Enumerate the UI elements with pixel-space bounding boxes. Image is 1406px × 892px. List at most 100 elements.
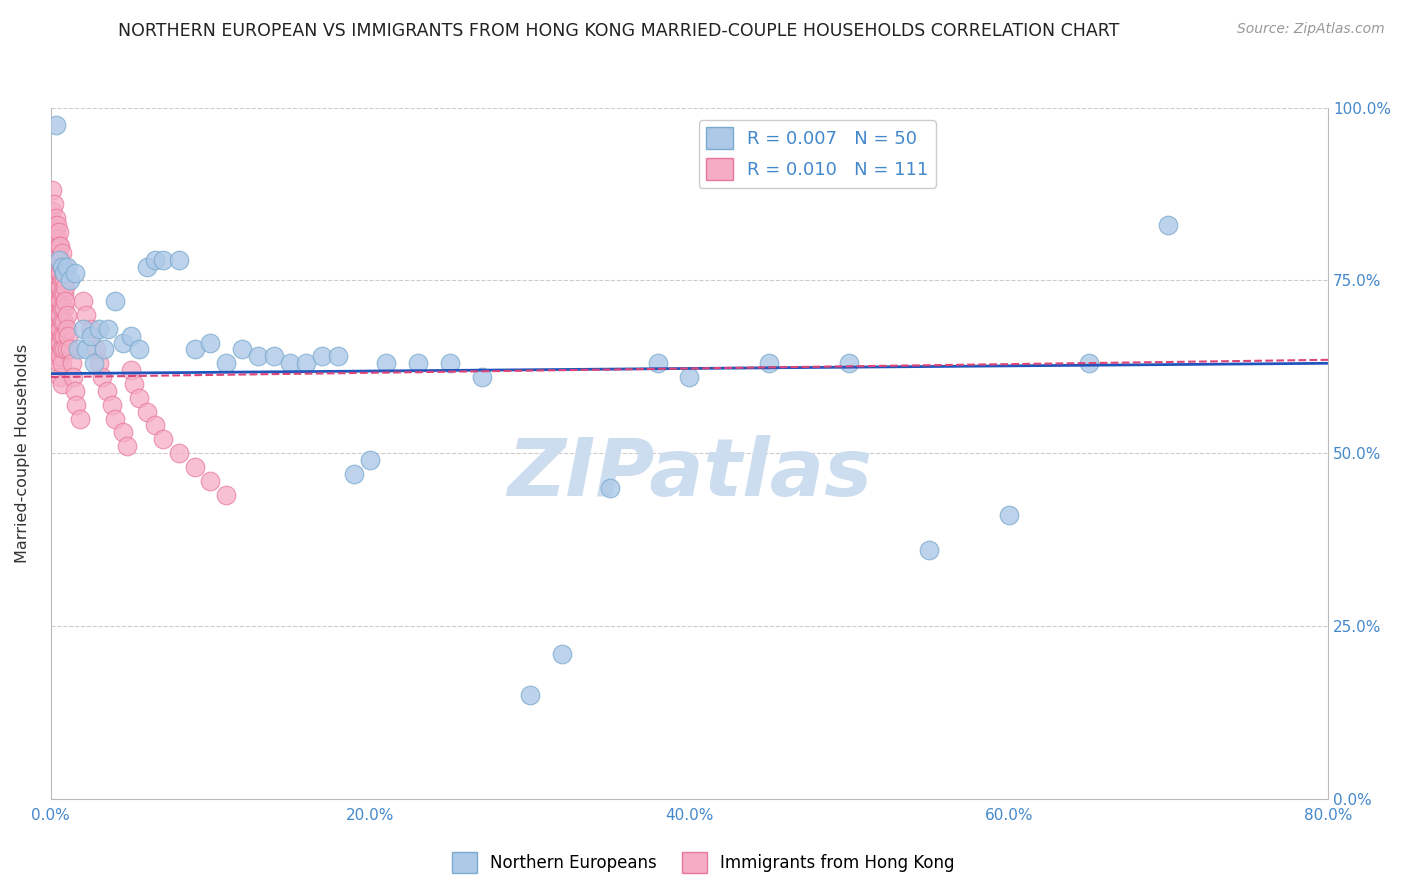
Point	[45, 211, 67, 226]
Point	[42, 343, 65, 357]
Point	[51, 328, 73, 343]
Point	[200, 474, 222, 488]
Point	[143, 418, 166, 433]
Point	[56, 308, 79, 322]
Point	[51, 315, 73, 329]
Point	[46, 273, 69, 287]
Point	[51, 301, 73, 315]
Point	[83, 356, 105, 370]
Point	[42, 322, 65, 336]
Point	[1077, 356, 1099, 370]
Point	[45, 294, 67, 309]
Point	[45, 308, 67, 322]
Point	[48, 252, 70, 267]
Point	[52, 260, 75, 274]
Point	[49, 239, 72, 253]
Point	[247, 350, 270, 364]
Point	[45, 225, 67, 239]
Point	[49, 252, 72, 267]
Point	[838, 356, 860, 370]
Point	[41, 225, 63, 239]
Point	[758, 356, 780, 370]
Point	[48, 308, 70, 322]
Point	[80, 328, 103, 343]
Point	[87, 356, 110, 370]
Point	[135, 405, 157, 419]
Point	[49, 267, 72, 281]
Point	[48, 267, 70, 281]
Point	[51, 343, 73, 357]
Point	[42, 294, 65, 309]
Point	[120, 363, 142, 377]
Point	[143, 252, 166, 267]
Point	[278, 356, 301, 370]
Point	[90, 370, 112, 384]
Point	[41, 280, 63, 294]
Point	[53, 294, 76, 309]
Point	[56, 260, 79, 274]
Point	[41, 267, 63, 281]
Point	[128, 343, 150, 357]
Point	[48, 225, 70, 239]
Point	[42, 218, 65, 232]
Point	[183, 343, 205, 357]
Point	[551, 647, 574, 661]
Point	[75, 308, 97, 322]
Point	[46, 301, 69, 315]
Point	[59, 343, 82, 357]
Point	[439, 356, 461, 370]
Text: ZIPatlas: ZIPatlas	[508, 435, 872, 513]
Point	[49, 370, 72, 384]
Point	[87, 322, 110, 336]
Point	[45, 322, 67, 336]
Point	[406, 356, 429, 370]
Point	[678, 370, 700, 384]
Point	[52, 287, 75, 301]
Point	[111, 425, 134, 440]
Point	[41, 239, 63, 253]
Text: Source: ZipAtlas.com: Source: ZipAtlas.com	[1237, 22, 1385, 37]
Point	[46, 232, 69, 246]
Point	[51, 356, 73, 370]
Point	[519, 688, 541, 702]
Point	[97, 322, 120, 336]
Point	[46, 328, 69, 343]
Y-axis label: Married-couple Households: Married-couple Households	[15, 343, 30, 563]
Point	[231, 343, 253, 357]
Point	[52, 315, 75, 329]
Point	[42, 280, 65, 294]
Point	[311, 350, 333, 364]
Point	[52, 273, 75, 287]
Point	[48, 239, 70, 253]
Point	[998, 508, 1021, 523]
Point	[53, 280, 76, 294]
Point	[167, 252, 190, 267]
Point	[62, 370, 84, 384]
Point	[41, 204, 63, 219]
Point	[45, 267, 67, 281]
Point	[1157, 218, 1180, 232]
Point	[56, 322, 79, 336]
Point	[42, 197, 65, 211]
Point	[49, 308, 72, 322]
Point	[263, 350, 285, 364]
Point	[42, 308, 65, 322]
Point	[63, 267, 86, 281]
Point	[104, 294, 127, 309]
Legend: Northern Europeans, Immigrants from Hong Kong: Northern Europeans, Immigrants from Hong…	[444, 846, 962, 880]
Point	[48, 322, 70, 336]
Point	[45, 118, 67, 132]
Point	[41, 252, 63, 267]
Point	[84, 343, 107, 357]
Point	[215, 487, 238, 501]
Point	[45, 239, 67, 253]
Point	[51, 287, 73, 301]
Point	[200, 335, 222, 350]
Point	[49, 322, 72, 336]
Point	[328, 350, 350, 364]
Point	[52, 343, 75, 357]
Point	[45, 252, 67, 267]
Point	[93, 343, 115, 357]
Point	[42, 252, 65, 267]
Point	[647, 356, 669, 370]
